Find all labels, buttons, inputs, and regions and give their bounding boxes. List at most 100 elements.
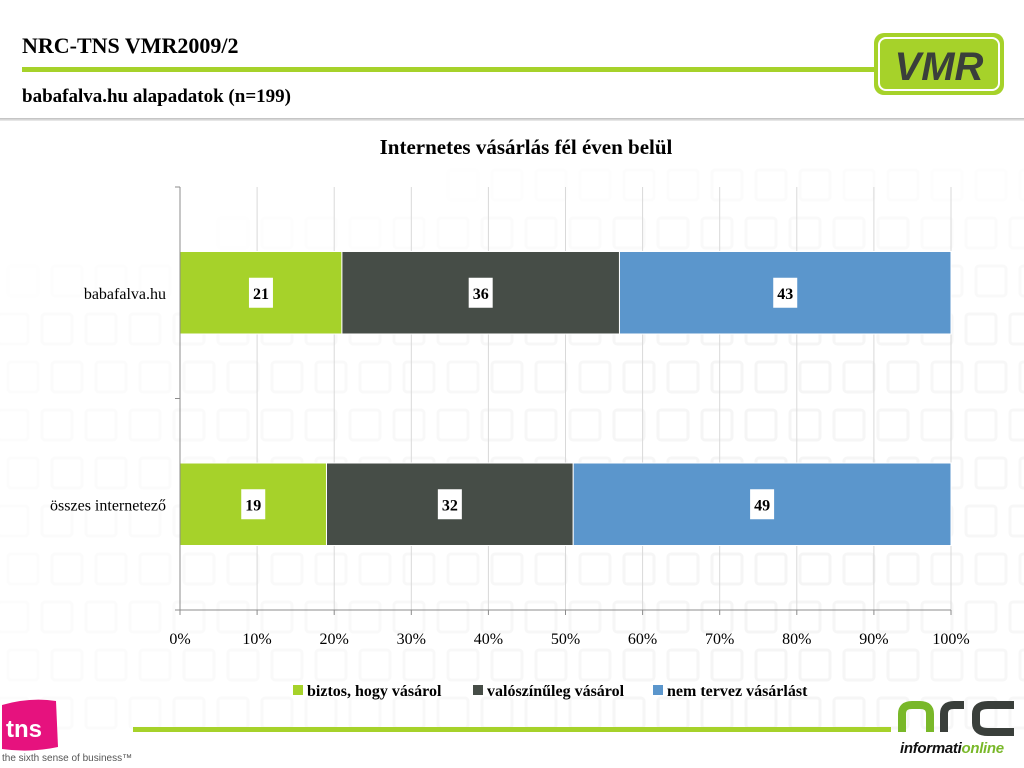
legend-swatch xyxy=(293,685,303,695)
background-square xyxy=(358,552,392,586)
background-square xyxy=(392,408,426,442)
background-square xyxy=(348,600,382,634)
background-square xyxy=(348,408,382,442)
background-square xyxy=(490,552,524,586)
background-square xyxy=(622,648,656,682)
background-square xyxy=(798,648,832,682)
background-square xyxy=(304,600,338,634)
vmr-logo-text: VMR xyxy=(895,45,984,89)
background-square xyxy=(270,648,304,682)
background-square xyxy=(920,216,954,250)
background-square xyxy=(788,408,822,442)
background-square xyxy=(744,216,778,250)
background-square xyxy=(534,648,568,682)
page-subtitle: babafalva.hu alapadatok (n=199) xyxy=(22,86,291,107)
background-square xyxy=(578,360,612,394)
background-square xyxy=(920,408,954,442)
x-tick-label: 40% xyxy=(474,631,503,648)
background-square xyxy=(94,360,128,394)
background-square xyxy=(798,360,832,394)
background-square xyxy=(578,552,612,586)
background-square xyxy=(128,600,162,634)
background-square xyxy=(128,504,162,538)
background-square xyxy=(1008,504,1024,538)
background-square xyxy=(832,216,866,250)
background-square xyxy=(974,456,1008,490)
background-square xyxy=(700,216,734,250)
data-label: 36 xyxy=(473,286,489,303)
background-square xyxy=(788,600,822,634)
background-square xyxy=(480,408,514,442)
background-square xyxy=(172,600,206,634)
background-square xyxy=(876,216,910,250)
tns-logo: tns xyxy=(2,699,58,751)
background-square xyxy=(226,360,260,394)
background-square xyxy=(436,408,470,442)
background-square xyxy=(964,504,998,538)
background-square xyxy=(1008,600,1024,634)
data-label-box xyxy=(437,489,462,520)
x-tick-label: 30% xyxy=(397,631,426,648)
x-tick-label: 100% xyxy=(932,631,969,648)
footer-divider xyxy=(133,727,891,732)
background-square xyxy=(94,552,128,586)
background-square xyxy=(920,696,954,730)
chart-bars: 21 36 43 19 32 49 xyxy=(179,251,952,546)
background-square xyxy=(886,360,920,394)
vmr-logo: VMR xyxy=(874,33,1004,95)
background-square xyxy=(656,600,690,634)
background-square xyxy=(314,552,348,586)
background-square xyxy=(744,408,778,442)
background-square xyxy=(1018,264,1024,298)
background-square xyxy=(974,264,1008,298)
background-square xyxy=(886,648,920,682)
legend-label: biztos, hogy vásárol xyxy=(307,683,442,700)
x-tick-label: 20% xyxy=(320,631,349,648)
tns-tagline: the sixth sense of business™ xyxy=(2,753,133,764)
legend-swatch xyxy=(653,685,663,695)
background-square xyxy=(402,552,436,586)
background-square xyxy=(1018,456,1024,490)
background-square xyxy=(490,360,524,394)
background-square xyxy=(94,648,128,682)
background-square xyxy=(1018,552,1024,586)
background-square xyxy=(788,216,822,250)
background-square xyxy=(886,552,920,586)
background-square xyxy=(446,648,480,682)
background-square xyxy=(964,600,998,634)
background-square xyxy=(260,408,294,442)
data-label-box xyxy=(773,277,798,308)
tns-logo-text: tns xyxy=(6,716,42,743)
background-square xyxy=(138,360,172,394)
background-square xyxy=(94,456,128,490)
background-square xyxy=(270,552,304,586)
category-label: összes internetező xyxy=(50,497,166,514)
background-square xyxy=(974,648,1008,682)
background-square xyxy=(216,408,250,442)
x-tick-label: 70% xyxy=(705,631,734,648)
data-label: 49 xyxy=(754,497,770,514)
background-square xyxy=(314,648,348,682)
background-square xyxy=(1008,696,1024,730)
background-square xyxy=(260,600,294,634)
background-square xyxy=(622,552,656,586)
legend-swatch xyxy=(473,685,483,695)
stacked-bar-chart: Internetes vásárlás fél éven belül 21 36 4… xyxy=(50,135,970,700)
page-title: NRC-TNS VMR2009/2 xyxy=(22,33,239,58)
background-square xyxy=(568,600,602,634)
background-square xyxy=(358,648,392,682)
background-square xyxy=(656,216,690,250)
data-label-box xyxy=(248,277,273,308)
background-square xyxy=(666,552,700,586)
chart-legend: biztos, hogy vásárol valószínűleg vásárol… xyxy=(293,683,808,700)
background-square xyxy=(612,408,646,442)
background-square xyxy=(480,600,514,634)
background-square xyxy=(182,360,216,394)
background-square xyxy=(974,360,1008,394)
background-square xyxy=(128,408,162,442)
background-square xyxy=(216,600,250,634)
background-square xyxy=(754,168,788,202)
background-square xyxy=(964,408,998,442)
background-square xyxy=(700,408,734,442)
background-square xyxy=(710,360,744,394)
